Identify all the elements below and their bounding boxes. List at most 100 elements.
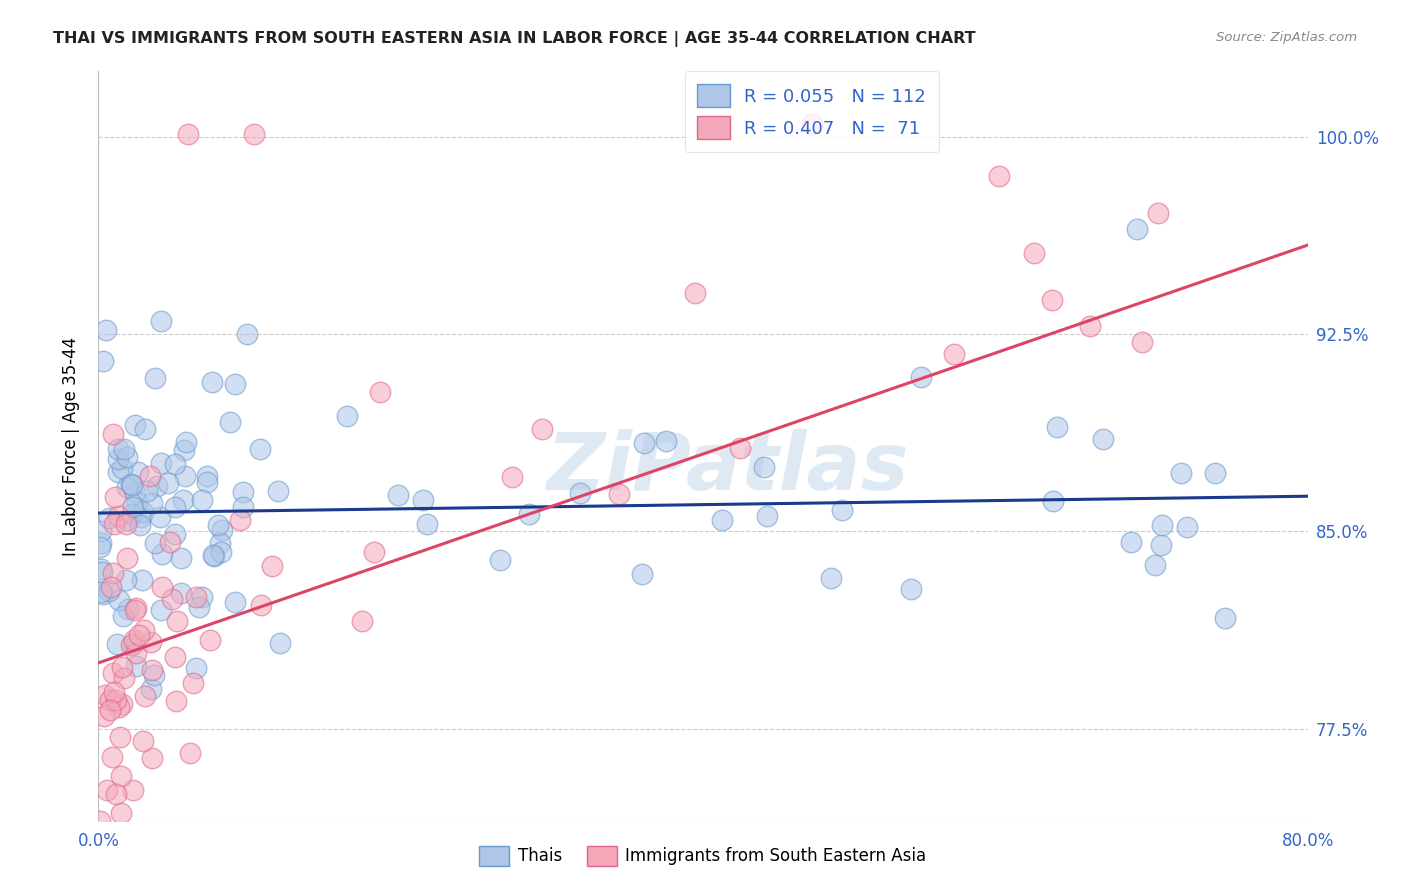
Point (98, 511, 121, 525)
Point (243, 128, 266, 142)
Point (122, 632, 145, 647)
Point (202, 549, 225, 563)
Point (115, 574, 138, 588)
Point (149, 510, 172, 524)
Point (165, 526, 187, 541)
Point (110, 805, 132, 820)
Point (125, 646, 148, 660)
Point (107, 452, 129, 467)
Legend: Thais, Immigrants from South Eastern Asia: Thais, Immigrants from South Eastern Asi… (472, 839, 934, 872)
Point (207, 517, 229, 532)
Point (1144, 558, 1167, 572)
Point (186, 590, 208, 604)
Point (173, 442, 195, 457)
Point (132, 624, 155, 638)
Point (90, 524, 112, 538)
Point (115, 513, 138, 527)
Point (910, 370, 932, 384)
Point (352, 614, 374, 628)
Text: ZiPatlas: ZiPatlas (546, 429, 908, 508)
Point (121, 507, 143, 521)
Point (249, 442, 271, 457)
Point (232, 500, 254, 514)
Point (187, 600, 209, 615)
Point (98, 703, 121, 717)
Point (219, 415, 242, 429)
Point (139, 635, 162, 649)
Point (104, 491, 127, 505)
Point (1078, 318, 1101, 333)
Y-axis label: In Labor Force | Age 35-44: In Labor Force | Age 35-44 (62, 336, 80, 556)
Point (159, 534, 181, 549)
Point (132, 505, 155, 519)
Point (1204, 466, 1226, 480)
Point (93, 709, 115, 723)
Point (105, 637, 128, 651)
Point (569, 485, 592, 500)
Point (125, 601, 148, 615)
Point (172, 492, 194, 507)
Point (820, 571, 842, 585)
Point (96, 782, 118, 797)
Point (179, 746, 201, 760)
Point (89, 814, 111, 828)
Point (211, 523, 233, 537)
Text: THAI VS IMMIGRANTS FROM SOUTH EASTERN ASIA IN LABOR FORCE | AGE 35-44 CORRELATIO: THAI VS IMMIGRANTS FROM SOUTH EASTERN AS… (53, 31, 976, 47)
Point (139, 469, 162, 483)
Point (198, 632, 221, 647)
Point (336, 409, 359, 424)
Point (943, 347, 966, 361)
Point (1170, 467, 1192, 481)
Point (115, 450, 138, 465)
Point (1042, 493, 1064, 508)
Point (112, 671, 135, 685)
Point (134, 422, 156, 436)
Point (236, 327, 259, 342)
Point (115, 550, 138, 565)
Point (202, 548, 225, 562)
Point (141, 664, 163, 678)
Point (1022, 246, 1045, 260)
Point (488, 553, 510, 567)
Point (117, 602, 139, 616)
Point (1130, 334, 1153, 349)
Point (89, 541, 111, 555)
Point (98, 693, 121, 707)
Point (166, 614, 188, 628)
Point (228, 513, 250, 527)
Point (655, 434, 678, 449)
Point (107, 465, 129, 479)
Point (195, 475, 218, 489)
Point (94, 323, 117, 337)
Point (100, 580, 122, 594)
Point (260, 559, 283, 574)
Point (129, 518, 152, 533)
Point (150, 547, 173, 561)
Point (129, 510, 152, 524)
Point (412, 493, 434, 508)
Point (1213, 610, 1236, 624)
Point (363, 545, 385, 559)
Point (124, 485, 146, 500)
Point (249, 599, 271, 613)
Point (107, 593, 129, 607)
Point (416, 516, 439, 531)
Point (224, 595, 246, 609)
Point (157, 475, 180, 490)
Point (91, 587, 114, 601)
Point (105, 692, 128, 706)
Point (177, 128, 200, 142)
Point (1040, 293, 1063, 308)
Point (136, 483, 159, 498)
Point (141, 496, 163, 510)
Point (267, 483, 290, 498)
Point (232, 484, 254, 499)
Point (121, 637, 143, 651)
Point (131, 734, 153, 748)
Point (184, 661, 207, 675)
Point (163, 649, 186, 664)
Point (108, 730, 131, 744)
Point (125, 659, 148, 673)
Point (111, 660, 134, 674)
Point (150, 314, 173, 328)
